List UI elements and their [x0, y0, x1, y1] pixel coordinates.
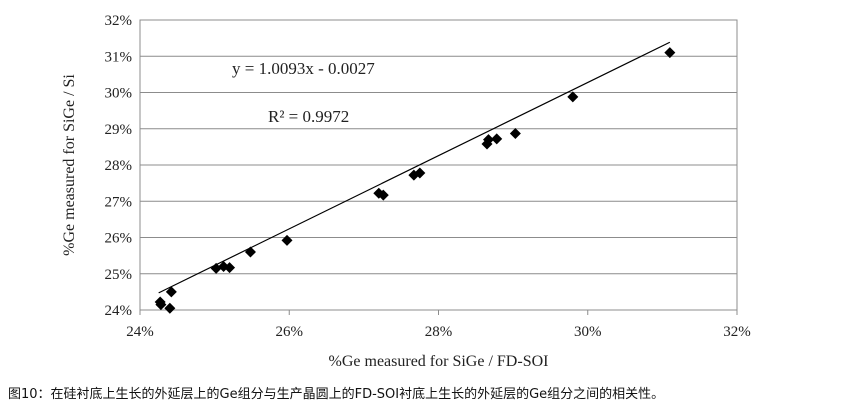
data-point — [377, 189, 389, 201]
y-tick-label: 27% — [105, 194, 133, 210]
x-axis-ticks: 24% 26% 28% 30% 32% — [126, 310, 751, 340]
data-point — [482, 134, 494, 146]
x-tick-label: 26% — [276, 324, 304, 340]
data-point — [244, 246, 256, 258]
y-tick-label: 26% — [105, 231, 133, 247]
y-axis-title: %Ge measured for SiGe / Si — [61, 74, 78, 256]
y-tick-label: 32% — [105, 13, 133, 29]
y-tick-label: 31% — [105, 49, 133, 65]
data-point — [164, 302, 176, 314]
gridlines — [140, 55, 737, 275]
scatter-chart: 24% 26% 28% 30% 32% 24% 25% 26% 27% 28% 29% 30% 31%… — [61, 13, 751, 370]
y-tick-label: 29% — [105, 122, 133, 138]
x-tick-label: 30% — [574, 324, 602, 340]
data-point — [165, 286, 177, 298]
y-tick-label: 28% — [105, 158, 133, 174]
data-point — [491, 133, 503, 145]
x-tick-label: 32% — [723, 324, 751, 340]
trendline — [158, 41, 671, 294]
data-points — [154, 47, 676, 314]
figure-caption: 图10：在硅衬底上生长的外延层上的Ge组分与生产晶圆上的FD-SOI衬底上生长的… — [8, 387, 665, 402]
data-point — [567, 91, 579, 103]
y-axis-ticks: 24% 25% 26% 27% 28% 29% 30% 31% 32% — [105, 13, 133, 319]
data-point — [281, 234, 293, 246]
r-squared-label: R² = 0.9972 — [268, 107, 349, 126]
y-tick-label: 30% — [105, 86, 133, 102]
data-point — [155, 299, 167, 311]
y-tick-label: 24% — [105, 303, 133, 319]
data-point — [210, 262, 222, 274]
y-tick-label: 25% — [105, 267, 133, 283]
x-tick-label: 24% — [126, 324, 154, 340]
trendline-equation: y = 1.0093x - 0.0027 — [232, 59, 375, 78]
data-point — [414, 167, 426, 179]
data-point — [664, 47, 676, 59]
data-point — [224, 262, 236, 274]
data-point — [509, 127, 521, 139]
x-tick-label: 28% — [425, 324, 453, 340]
x-axis-title: %Ge measured for SiGe / FD-SOI — [329, 353, 549, 370]
